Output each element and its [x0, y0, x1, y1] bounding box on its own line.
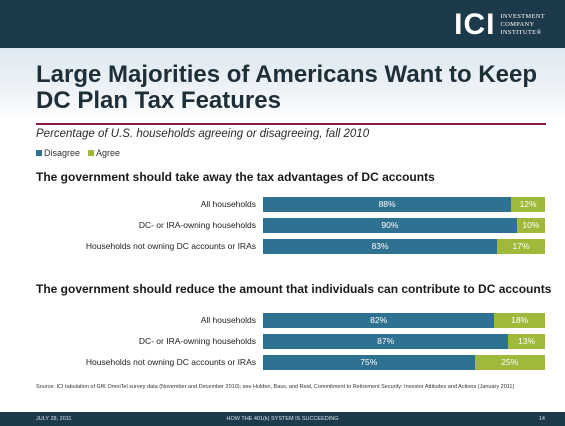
data-label: 90% [381, 220, 399, 230]
bar-disagree: 88% [263, 197, 512, 212]
chart-legend: Disagree Agree [36, 148, 120, 158]
data-label: 17% [512, 241, 530, 251]
slide-subtitle: Percentage of U.S. households agreeing o… [36, 128, 370, 140]
data-label: 10% [522, 220, 540, 230]
bar-disagree: 82% [263, 313, 495, 328]
bar-disagree: 75% [263, 355, 475, 370]
category-label: Households not owning DC accounts or IRA… [85, 241, 256, 251]
logo-line: INSTITUTE® [500, 29, 542, 36]
bar-row: 87% 13% [263, 334, 545, 349]
bar-agree: 25% [474, 355, 545, 370]
header-band: ICI INVESTMENT COMPANY INSTITUTE® [0, 0, 565, 48]
source-note: Source: ICI tabulation of GfK OmniTel su… [36, 384, 515, 390]
data-label: 13% [518, 336, 536, 346]
bar-row: 90% 10% [263, 218, 545, 233]
bar-row: 75% 25% [263, 355, 545, 370]
legend-swatch-disagree [36, 150, 42, 156]
category-label: DC- or IRA-owning households [138, 220, 256, 230]
data-label: 25% [501, 357, 519, 367]
bar-row: 82% 18% [263, 313, 545, 328]
data-label: 83% [371, 241, 389, 251]
title-rule [36, 123, 546, 125]
legend-label-disagree: Disagree [44, 148, 81, 158]
legend-swatch-agree [88, 150, 95, 156]
data-label: 82% [370, 315, 388, 325]
legend-label-agree: Agree [96, 148, 121, 158]
logo-line: COMPANY [500, 21, 535, 28]
legend-item-agree: Agree [88, 148, 120, 158]
data-label: 87% [377, 336, 395, 346]
footer-date: JULY 28, 2011 [36, 416, 72, 422]
logo-line: INVESTMENT [500, 13, 545, 20]
bar-agree: 12% [511, 197, 545, 212]
data-label: 75% [360, 357, 378, 367]
bar-agree: 18% [494, 313, 545, 328]
chart-2-title: The government should reduce the amount … [36, 282, 552, 296]
category-label: Households not owning DC accounts or IRA… [85, 357, 256, 367]
category-label: DC- or IRA-owning households [138, 336, 256, 346]
title-area [0, 48, 565, 120]
data-label: 12% [519, 199, 537, 209]
ici-logo: ICI INVESTMENT COMPANY INSTITUTE® [454, 8, 545, 42]
footer-title: HOW THE 401(k) SYSTEM IS SUCCEEDING [226, 416, 339, 422]
bar-disagree: 87% [263, 334, 509, 349]
category-label: All households [200, 199, 256, 209]
category-label: All households [200, 315, 256, 325]
bar-agree: 10% [516, 218, 545, 233]
data-label: 18% [511, 315, 529, 325]
data-label: 88% [378, 199, 396, 209]
legend-item-disagree: Disagree [36, 148, 80, 158]
bar-row: 88% 12% [263, 197, 545, 212]
bar-disagree: 83% [263, 239, 498, 254]
footer-band: JULY 28, 2011 HOW THE 401(k) SYSTEM IS S… [0, 412, 565, 426]
page-number: 14 [538, 416, 545, 422]
bar-agree: 17% [497, 239, 545, 254]
bar-row: 83% 17% [263, 239, 545, 254]
chart-1-title: The government should take away the tax … [36, 170, 435, 184]
logo-mark: ICI [454, 8, 496, 41]
logo-text: INVESTMENT COMPANY INSTITUTE® [500, 13, 545, 37]
bar-disagree: 90% [263, 218, 517, 233]
bar-agree: 13% [508, 334, 545, 349]
slide-title: Large Majorities of Americans Want to Ke… [36, 61, 537, 114]
